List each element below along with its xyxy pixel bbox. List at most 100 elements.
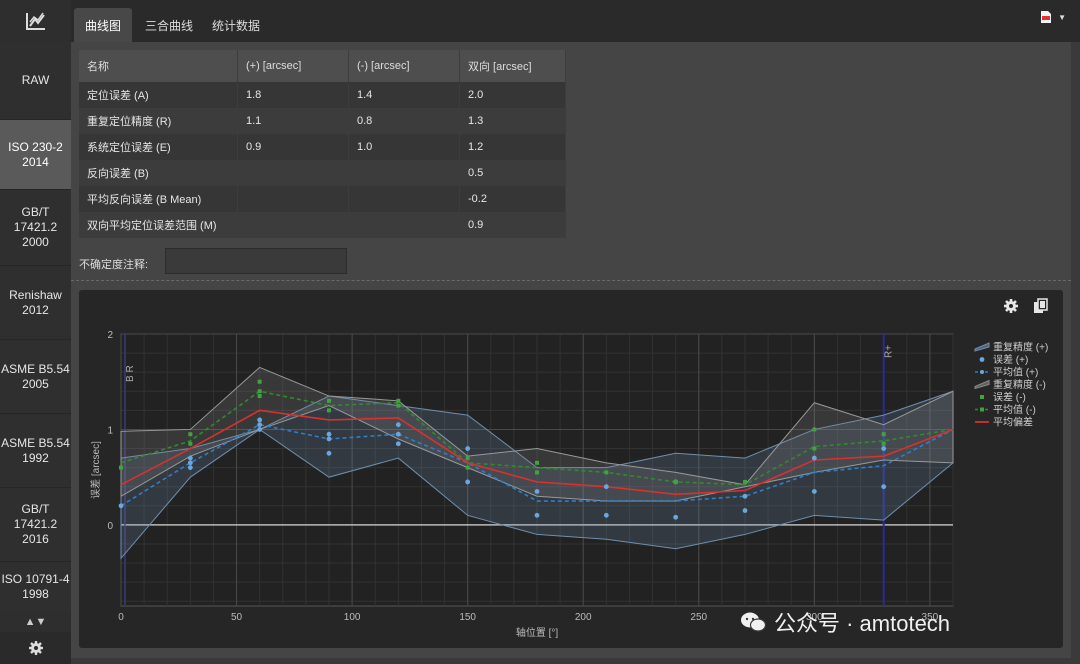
- legend-label: 误差 (-): [993, 391, 1026, 404]
- point-error-plus: [881, 446, 887, 451]
- table-cell: [348, 160, 460, 186]
- sidebar-scroll-arrows[interactable]: ▲▼: [0, 612, 71, 632]
- copy-icon[interactable]: [1033, 298, 1049, 314]
- table-cell: [348, 212, 460, 238]
- point-error-plus: [534, 489, 540, 494]
- watermark: 公众号 · amtotech: [740, 606, 950, 638]
- point-error-plus: [534, 512, 540, 518]
- app-logo[interactable]: [0, 0, 71, 42]
- point-error-minus: [257, 389, 262, 394]
- table-cell: 1.2: [459, 134, 566, 160]
- point-error-plus: [603, 484, 609, 490]
- legend-label: 重复精度 (-): [993, 378, 1046, 391]
- content-area: 名称 (+) [arcsec] (-) [arcsec] 双向 [arcsec]…: [71, 42, 1071, 658]
- watermark-text: 公众号 · amtotech: [774, 611, 951, 636]
- tab-combined-curves[interactable]: 三合曲线: [144, 18, 193, 33]
- sidebar-item-standard[interactable]: ASME B5.54 1992: [0, 414, 71, 488]
- point-error-minus: [257, 379, 262, 384]
- table-header: (-) [arcsec]: [348, 50, 460, 82]
- settings-gear-icon[interactable]: [0, 632, 71, 664]
- point-error-minus: [743, 479, 747, 484]
- table-cell: 0.9: [459, 212, 566, 238]
- x-tick-label: 350: [922, 612, 939, 623]
- legend-swatch: [980, 407, 984, 412]
- point-error-minus: [881, 441, 886, 446]
- sidebar-item-standard[interactable]: ISO 230-2 2014: [0, 120, 71, 190]
- table-row: 平均反向误差 (B Mean) -0.2: [79, 186, 566, 212]
- sidebar-item-standard[interactable]: Renishaw 2012: [0, 266, 71, 340]
- point-error-minus: [188, 441, 193, 446]
- table-cell: 1.4: [348, 82, 460, 108]
- table-row: 系统定位误差 (E) 0.9 1.0 1.2: [79, 134, 566, 160]
- table-cell: 系统定位误差 (E): [79, 134, 238, 160]
- section-divider: [71, 280, 1071, 281]
- sidebar-item-standard[interactable]: RAW: [0, 42, 71, 120]
- chart-logo-icon: [25, 12, 45, 30]
- x-tick-label: 200: [575, 612, 592, 623]
- point-error-plus: [811, 489, 817, 494]
- table-cell: -0.2: [459, 186, 566, 212]
- document-menu[interactable]: ▼: [1040, 10, 1066, 24]
- table-cell: 1.0: [348, 134, 460, 160]
- table-row: 重复定位精度 (R) 1.1 0.8 1.3: [79, 108, 566, 134]
- legend-swatch: [974, 379, 990, 390]
- point-error-plus: [326, 436, 332, 442]
- table-cell: [237, 186, 349, 212]
- table-cell: 2.0: [459, 82, 566, 108]
- table-cell: 1.8: [237, 82, 349, 108]
- point-error-minus: [396, 403, 401, 408]
- tab-bar: 曲线图 三合曲线 统计数据 ▼: [71, 0, 1080, 42]
- table-cell: 1.3: [459, 108, 566, 134]
- table-cell: [348, 186, 460, 212]
- point-error-minus: [604, 470, 609, 475]
- point-error-plus: [742, 493, 748, 499]
- table-row: 反向误差 (B) 0.5: [79, 160, 566, 186]
- x-tick-label: 100: [344, 612, 361, 623]
- point-error-minus: [673, 479, 678, 484]
- line-mean-plus: [120, 423, 954, 507]
- sidebar: RAW ISO 230-2 2014 GB/T 17421.2 2000 Renish…: [0, 0, 71, 664]
- point-error-minus: [812, 446, 817, 451]
- table-cell: [237, 212, 349, 238]
- table-cell: 0.5: [459, 160, 566, 186]
- legend-label: 平均值 (+): [993, 366, 1038, 379]
- point-error-plus: [881, 484, 887, 490]
- sidebar-item-standard[interactable]: GB/T 17421.2 2016: [0, 488, 71, 562]
- sidebar-item-standard[interactable]: ASME B5.54 2005: [0, 340, 71, 414]
- y-tick-label: 0: [107, 521, 113, 532]
- point-error-plus: [465, 479, 471, 485]
- x-tick-label: 300: [806, 612, 823, 623]
- dropdown-arrow-icon: ▼: [1058, 12, 1066, 22]
- sidebar-item-standard[interactable]: ISO 10791-4 1998: [0, 562, 71, 613]
- sidebar-item-standard[interactable]: GB/T 17421.2 2000: [0, 190, 71, 266]
- tab-statistics[interactable]: 统计数据: [211, 18, 260, 33]
- point-error-minus: [119, 465, 123, 470]
- table-row: 双向平均定位误差范围 (M) 0.9: [79, 212, 566, 238]
- point-error-plus: [465, 446, 471, 451]
- point-error-plus: [395, 441, 401, 447]
- x-axis-label: 轴位置 [°]: [516, 626, 559, 639]
- point-error-minus: [535, 460, 539, 465]
- error-chart: 0 50 100 150 200 250 300 350 0 1 2 轴位置 [°] 误差 [arcse…: [89, 330, 1048, 639]
- x-tick-label: 150: [459, 612, 476, 623]
- legend-swatch: [980, 370, 984, 374]
- chart-settings-gear-icon[interactable]: [1003, 298, 1019, 314]
- uncertainty-note-input[interactable]: [165, 248, 347, 274]
- legend-label: 平均偏差: [993, 416, 1033, 429]
- tab-curve-chart[interactable]: 曲线图: [74, 8, 132, 42]
- legend-swatch: [980, 395, 984, 399]
- point-error-minus: [465, 465, 470, 470]
- table-cell: 1.1: [237, 108, 349, 134]
- table-header: (+) [arcsec]: [237, 50, 349, 82]
- table-cell: 双向平均定位误差范围 (M): [79, 212, 238, 238]
- uncertainty-note-label: 不确定度注释:: [79, 259, 149, 271]
- legend-label: 重复精度 (+): [993, 341, 1048, 354]
- legend-label: 平均值 (-): [993, 403, 1036, 416]
- wechat-icon: [741, 612, 766, 632]
- point-error-plus: [326, 431, 332, 437]
- y-axis-label: 误差 [arcsec]: [89, 441, 102, 499]
- table-cell: [237, 160, 349, 186]
- point-error-plus: [187, 460, 193, 466]
- point-error-plus: [257, 427, 263, 432]
- point-error-plus: [811, 455, 817, 461]
